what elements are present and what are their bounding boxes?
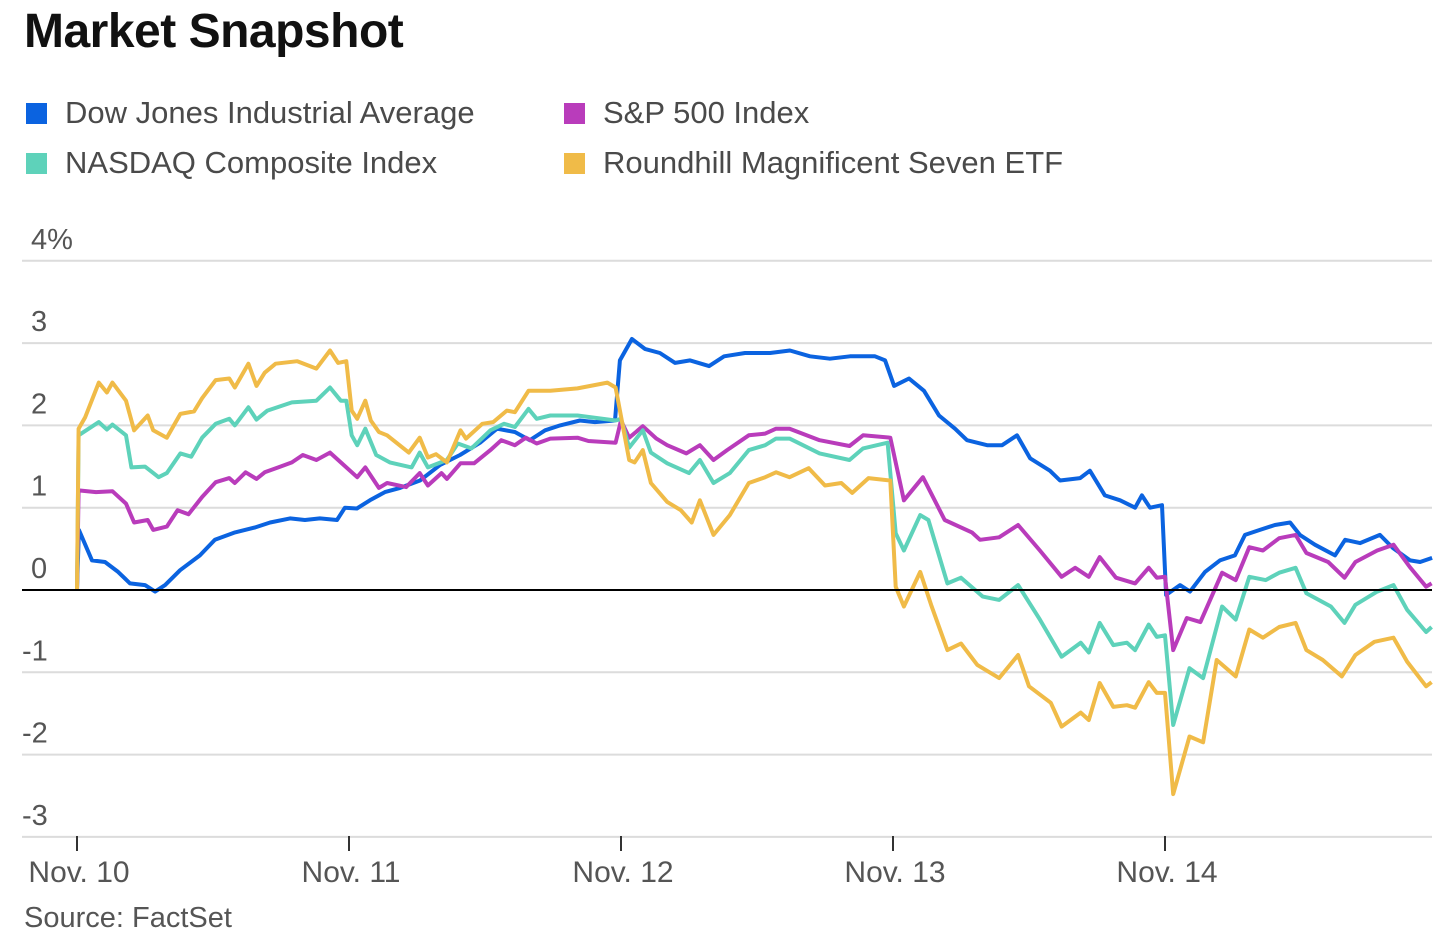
legend-swatch-dow [26,102,47,124]
legend-item-nasdaq: NASDAQ Composite Index [26,145,437,181]
y-tick-label: 4% [31,224,73,256]
legend-swatch-sp500 [564,102,585,124]
legend-item-mag7: Roundhill Magnificent Seven ETF [564,145,1063,181]
series-line-2 [75,385,1433,727]
x-tick-label: Nov. 13 [844,856,945,889]
legend-swatch-nasdaq [26,152,47,174]
legend-label-mag7: Roundhill Magnificent Seven ETF [603,145,1064,180]
legend-label-sp500: S&P 500 Index [603,95,810,130]
series-line-1 [75,418,1433,653]
x-tick-label: Nov. 14 [1116,856,1217,889]
legend-swatch-mag7 [564,152,585,174]
legend-item-sp500: S&P 500 Index [564,95,809,131]
source-note: Source: FactSet [24,902,232,934]
chart-title: Market Snapshot [24,5,404,58]
y-tick-label: 0 [31,553,47,585]
y-tick-label: -1 [22,635,48,667]
legend-label-nasdaq: NASDAQ Composite Index [65,145,438,180]
x-tick-label: Nov. 10 [28,856,129,889]
y-tick-label: 1 [31,471,47,503]
series-line-0 [75,337,1433,597]
legend-item-dow: Dow Jones Industrial Average [26,95,475,131]
y-tick-label: -3 [22,800,48,832]
x-tick-label: Nov. 11 [302,856,401,889]
y-tick-label: 2 [31,388,47,420]
series-line-3 [75,348,1433,797]
legend-label-dow: Dow Jones Industrial Average [65,95,475,130]
x-tick-label: Nov. 12 [572,856,673,889]
y-tick-label: 3 [31,306,47,338]
y-tick-label: -2 [22,718,48,750]
